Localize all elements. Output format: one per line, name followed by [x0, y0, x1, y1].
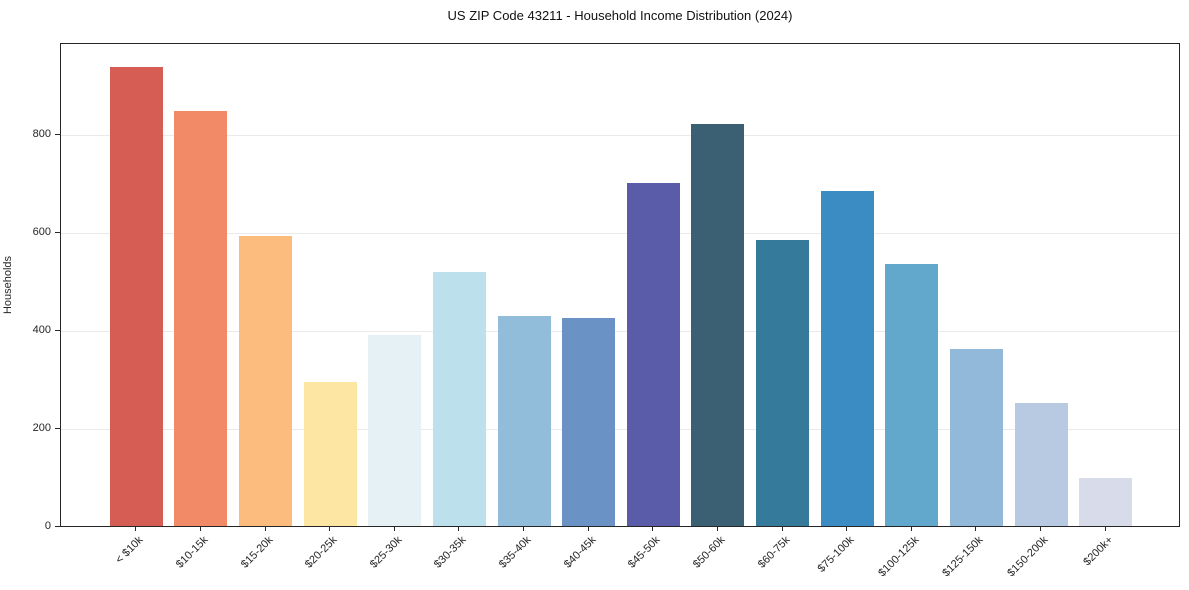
bar: [109, 66, 163, 526]
y-tick-mark: [55, 232, 60, 234]
y-tick-label: 600: [32, 226, 51, 239]
bar: [691, 124, 745, 526]
x-tick-mark: [199, 527, 201, 531]
gridline: [61, 233, 1179, 235]
bar: [368, 334, 422, 526]
bar: [303, 381, 357, 526]
gridline: [61, 429, 1179, 431]
bar: [562, 317, 616, 526]
x-tick-mark: [846, 527, 848, 531]
x-tick-mark: [1040, 527, 1042, 531]
x-tick-mark: [587, 527, 589, 531]
x-tick-mark: [458, 527, 460, 531]
bar: [497, 315, 551, 526]
bar: [820, 191, 874, 526]
x-tick-mark: [329, 527, 331, 531]
x-tick-mark: [523, 527, 525, 531]
x-tick-mark: [910, 527, 912, 531]
bar: [1014, 403, 1068, 526]
x-tick-mark: [716, 527, 718, 531]
gridline: [61, 135, 1179, 137]
y-tick-label: 200: [32, 422, 51, 435]
y-tick-label: 800: [32, 128, 51, 141]
y-axis-label: Households: [2, 255, 14, 315]
bar: [239, 236, 293, 526]
x-tick-mark: [652, 527, 654, 531]
y-tick-mark: [55, 134, 60, 136]
bar: [626, 183, 680, 526]
y-tick-label: 400: [32, 324, 51, 337]
x-tick-mark: [975, 527, 977, 531]
x-tick-mark: [393, 527, 395, 531]
bar: [885, 263, 939, 526]
chart-title: US ZIP Code 43211 - Household Income Dis…: [447, 8, 793, 23]
x-tick-mark: [1104, 527, 1106, 531]
x-tick-mark: [264, 527, 266, 531]
y-tick-mark: [55, 526, 60, 527]
y-tick-mark: [55, 428, 60, 430]
bar: [1079, 478, 1133, 526]
y-tick-mark: [55, 330, 60, 332]
x-tick-mark: [135, 527, 137, 531]
gridline: [61, 331, 1179, 333]
x-tick-mark: [781, 527, 783, 531]
plot-area: [60, 43, 1180, 527]
bar: [756, 240, 810, 526]
x-tick-label: < $10k: [113, 534, 146, 567]
bar: [432, 272, 486, 526]
bar: [174, 110, 228, 526]
bar: [949, 349, 1003, 526]
y-tick-label: 0: [44, 520, 51, 532]
